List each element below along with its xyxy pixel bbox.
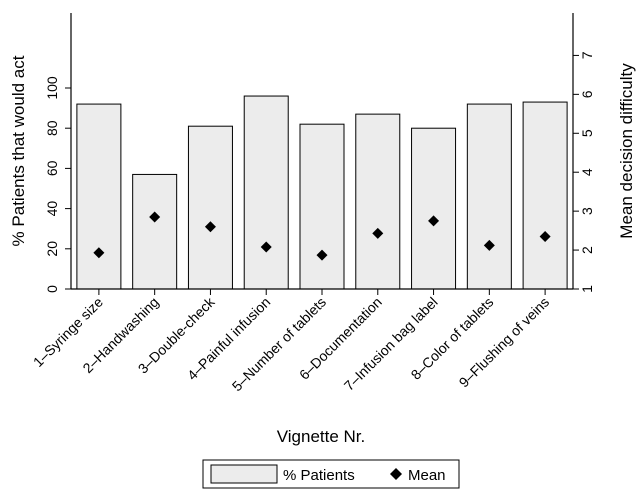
mean-marker-9 (539, 230, 551, 242)
bar-2 (132, 173, 178, 290)
y2-tick-label-1: 2 (579, 246, 595, 254)
x-tick-label-7: 7–Infusion bag label (341, 294, 441, 394)
legend-label-patients: % Patients (283, 467, 355, 484)
left-axis-ticks: 0 20 40 60 80 100 (44, 76, 71, 293)
y2-axis-title: Mean decision difficulty (617, 63, 636, 239)
bar-6 (355, 113, 401, 290)
bar-9 (522, 101, 568, 290)
y-tick-label-2: 40 (44, 201, 60, 217)
bar-5 (299, 123, 345, 290)
bar-1 (76, 103, 122, 290)
legend-diamond-marker (390, 468, 402, 480)
y2-tick-label-2: 3 (579, 207, 595, 215)
mean-marker-2 (149, 211, 161, 223)
x-tick-label-5: 5–Number of tablets (229, 294, 329, 394)
y-tick-label-3: 60 (44, 160, 60, 176)
y-tick-label-1: 20 (44, 241, 60, 257)
mean-marker-4 (260, 241, 272, 253)
x-axis-ticks: 1–Syringe size2–Handwashing3–Double-chec… (30, 289, 552, 394)
y2-tick-label-4: 5 (579, 129, 595, 137)
legend-bar-swatch (210, 464, 278, 484)
mean-marker-7 (428, 215, 440, 227)
mean-marker-3 (204, 221, 216, 233)
bar-7 (411, 127, 457, 290)
mean-marker-1 (93, 247, 105, 259)
bars-group (76, 95, 568, 290)
bar-8 (466, 103, 512, 290)
legend: % Patients Mean (202, 459, 460, 489)
markers-group (93, 211, 551, 261)
mean-marker-8 (483, 239, 495, 251)
mean-marker-5 (316, 249, 328, 261)
bar-4 (243, 95, 289, 290)
y2-tick-label-5: 6 (579, 90, 595, 98)
y2-tick-label-0: 1 (579, 285, 595, 293)
y2-tick-label-3: 4 (579, 168, 595, 176)
bar-3 (187, 125, 233, 290)
mean-marker-6 (372, 227, 384, 239)
right-axis-ticks: 1 2 3 4 5 6 7 (573, 51, 595, 293)
x-axis-title: Vignette Nr. (277, 427, 366, 446)
y-tick-label-0: 0 (44, 285, 60, 293)
y-axis-title: % Patients that would act (9, 55, 28, 246)
y-tick-label-4: 80 (44, 120, 60, 136)
legend-label-mean: Mean (408, 467, 446, 484)
y2-tick-label-6: 7 (579, 51, 595, 59)
y-tick-label-5: 100 (44, 76, 60, 100)
